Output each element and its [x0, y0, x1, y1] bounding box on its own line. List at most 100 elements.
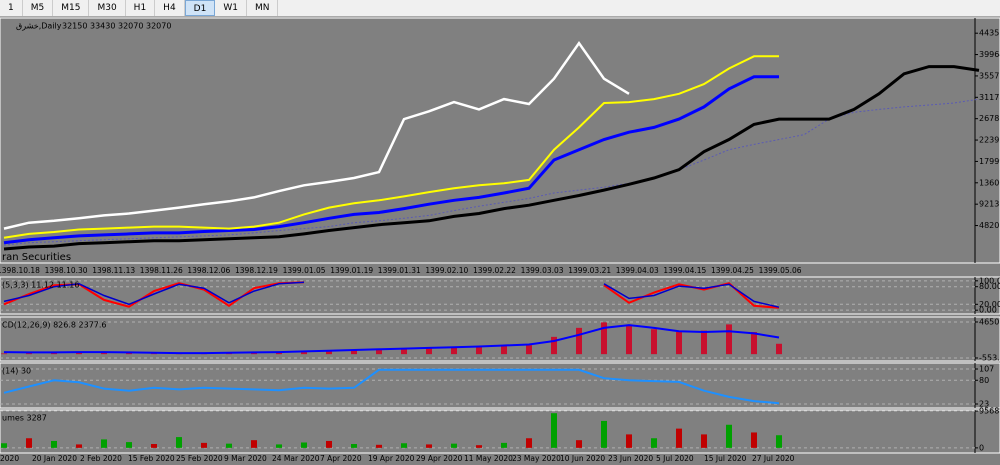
date-label: 1399.05.06 — [759, 266, 802, 275]
price-label: 31178 — [979, 93, 1000, 102]
price-label: 9568 — [979, 407, 999, 416]
panel — [0, 362, 1000, 409]
bar — [626, 325, 632, 355]
indicator-title: CD(12,26,9) 826.8 2377.6 — [2, 321, 107, 330]
date-label: 1398.11.26 — [140, 266, 183, 275]
timeframe-button[interactable]: D1 — [184, 0, 216, 16]
price-label: 13606 — [979, 178, 1000, 187]
timeframe-toolbar: 1 M5 M15 M30 H1 H4 D1 W1 MN — [0, 0, 1000, 17]
date-label: 1398.11.13 — [92, 266, 135, 275]
timeframe-button[interactable]: W1 — [215, 0, 247, 16]
date-label: 29 Apr 2020 — [416, 454, 463, 463]
bar — [701, 330, 707, 355]
bar — [451, 347, 457, 355]
bar — [326, 440, 332, 448]
date-label: 15 Feb 2020 — [128, 454, 175, 463]
date-label: 1399.03.21 — [568, 266, 611, 275]
bar — [301, 442, 307, 448]
price-label: 39964 — [979, 50, 1000, 59]
indicator-line — [3, 281, 780, 308]
timeframe-button[interactable]: 1 — [0, 0, 23, 16]
date-label: 1398.12.06 — [187, 266, 230, 275]
indicator-title: (5,3,3) 11.12 11.16 — [2, 281, 80, 290]
date-label: 7 Apr 2020 — [320, 454, 362, 463]
bar — [1, 353, 7, 355]
bar — [576, 327, 582, 355]
bar — [426, 347, 432, 355]
bar — [276, 352, 282, 355]
bar — [376, 349, 382, 355]
indicator-title: umes 3287 — [2, 414, 47, 423]
indicator-title: (14) 30 — [2, 367, 31, 376]
bar — [176, 437, 182, 448]
bar — [676, 428, 682, 448]
bar — [551, 413, 557, 448]
price-label: 4820 — [979, 221, 999, 230]
timeframe-button[interactable]: H1 — [126, 0, 156, 16]
bar — [51, 440, 57, 448]
price-label: 0.00 — [979, 306, 997, 315]
price-label: 20.00 — [979, 300, 1000, 309]
watermark: ran Securities — [2, 252, 71, 263]
price-label: 9213 — [979, 200, 999, 209]
date-label: 1399.01.19 — [330, 266, 373, 275]
date-label: 1399.02.22 — [473, 266, 516, 275]
indicator-line — [3, 324, 780, 355]
date-label: 10 Jun 2020 — [560, 454, 605, 463]
date-label: 1399.03.03 — [521, 266, 564, 275]
timeframe-button[interactable]: M5 — [23, 0, 54, 16]
date-label: 2 Feb 2020 — [80, 454, 122, 463]
indicator-line — [3, 41, 630, 230]
bar — [651, 329, 657, 355]
bar — [401, 348, 407, 355]
date-label: 25 Feb 2020 — [176, 454, 223, 463]
date-label: 1399.04.25 — [711, 266, 754, 275]
date-label: 1399.04.03 — [616, 266, 659, 275]
bar — [351, 350, 357, 355]
bar — [126, 442, 132, 448]
bar — [676, 332, 682, 355]
price-label: 26785 — [979, 114, 1000, 123]
bar — [126, 352, 132, 355]
timeframe-button[interactable]: MN — [247, 0, 279, 16]
date-label: 5 Jul 2020 — [656, 454, 694, 463]
date-label: 9 Mar 2020 — [224, 454, 267, 463]
price-label: 44357 — [979, 29, 1000, 38]
indicator-title: خشرق,Daily — [16, 22, 62, 31]
bar — [576, 440, 582, 448]
date-label: 1399.02.10 — [425, 266, 468, 275]
bar — [751, 332, 757, 355]
bar — [76, 352, 82, 355]
indicator-line — [3, 368, 780, 405]
date-label: 1399.01.05 — [283, 266, 326, 275]
bar — [151, 444, 157, 448]
bar — [601, 420, 607, 448]
bar — [751, 432, 757, 448]
timeframe-button[interactable]: H4 — [155, 0, 185, 16]
bar — [301, 351, 307, 355]
price-label: 80.00 — [979, 282, 1000, 291]
bar — [251, 352, 257, 355]
timeframe-button[interactable]: M15 — [53, 0, 90, 16]
bar — [476, 445, 482, 448]
bar — [401, 443, 407, 448]
bar — [26, 438, 32, 448]
bar — [201, 442, 207, 448]
date-label: 1398.10.18 — [0, 266, 40, 275]
bar — [226, 443, 232, 448]
price-label: 35571 — [979, 71, 1000, 80]
timeframe-button[interactable]: M30 — [89, 0, 126, 16]
price-label: 80 — [979, 376, 989, 385]
bar — [1, 443, 7, 448]
bar — [526, 345, 532, 355]
bar — [501, 345, 507, 355]
price-label: 22392 — [979, 136, 1000, 145]
bar — [276, 444, 282, 448]
bar — [776, 343, 782, 355]
chart-window: 44357 39964 35571 31178 26785 22392 17999 13606… — [0, 17, 1000, 463]
indicator-line — [3, 98, 980, 246]
bar — [451, 443, 457, 448]
indicator-line — [3, 75, 779, 245]
date-label: 2020 — [0, 454, 19, 463]
